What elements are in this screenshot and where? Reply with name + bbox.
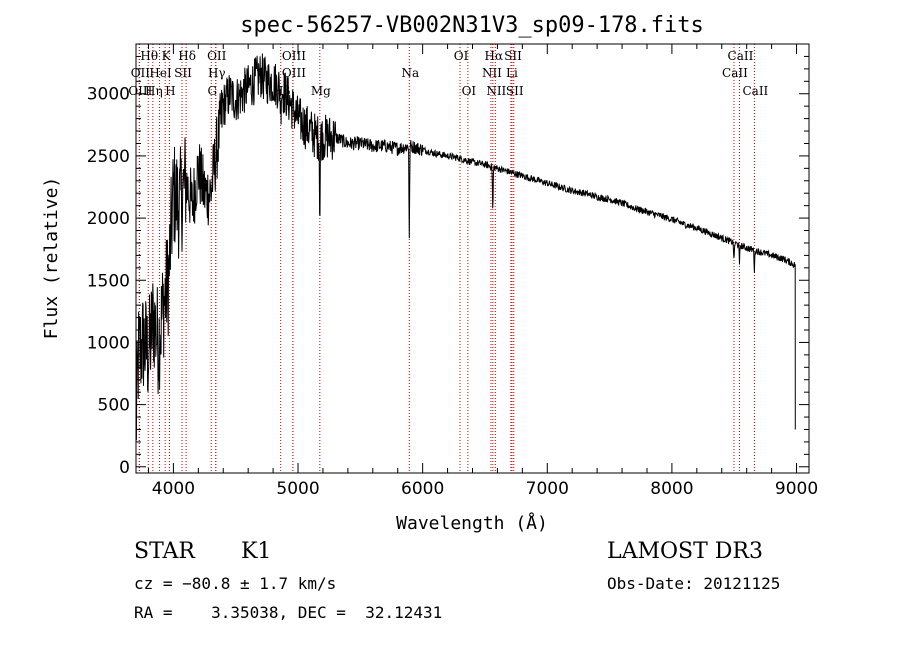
coordinates: RA = 3.35038, DEC = 32.12431 (134, 603, 443, 622)
y-tick-label: 1500 (87, 271, 130, 291)
x-tick-label: 5000 (276, 479, 319, 499)
line-label-6: Hα (485, 49, 504, 63)
line-label-10: HeI (149, 66, 172, 80)
line-label-23: Mg (311, 84, 331, 98)
y-axis-label: Flux (relative) (41, 177, 62, 340)
line-label-17: CaII (722, 66, 748, 80)
line-label-4: OIII (282, 49, 306, 63)
x-tick-label: 8000 (650, 479, 693, 499)
x-tick-label: 4000 (152, 479, 195, 499)
line-label-26: SII (506, 84, 524, 98)
chart-title: spec-56257-VB002N31V3_sp09-178.fits (240, 13, 704, 38)
y-tick-label: 3000 (87, 85, 130, 105)
line-label-19: Hη (145, 84, 163, 98)
y-tick-label: 0 (119, 458, 130, 478)
x-axis-label: Wavelength (Å) (396, 512, 548, 534)
line-label-21: G (207, 84, 217, 98)
x-tick-label: 7000 (526, 479, 569, 499)
line-label-11: SII (174, 66, 192, 80)
y-tick-label: 2500 (87, 147, 130, 167)
y-tick-label: 1000 (87, 333, 130, 353)
line-label-2: Hδ (178, 49, 196, 63)
spectral-line-markers (138, 44, 755, 473)
line-label-18: OIII (128, 84, 152, 98)
observation-date: Obs-Date: 20121125 (607, 574, 781, 593)
line-label-1: K (162, 49, 172, 63)
line-label-22: Hβ (273, 84, 290, 98)
redshift-velocity: cz = −80.8 ± 1.7 km/s (134, 574, 337, 593)
x-tick-label: 9000 (775, 479, 818, 499)
line-label-12: Hγ (208, 66, 226, 80)
axis-tick-labels: 4000 5000 6000 7000 8000 9000 0 500 1000 1500 2000… (87, 85, 818, 499)
line-label-3: OII (207, 49, 227, 63)
axis-ticks (136, 43, 809, 473)
line-label-8: CaII (728, 49, 754, 63)
object-subclass: K1 (241, 539, 272, 564)
line-label-16: Li (506, 66, 518, 80)
survey-name: LAMOST DR3 (607, 539, 763, 564)
line-label-14: Na (401, 66, 419, 80)
line-label-7: SII (504, 49, 522, 63)
line-label-5: OI (454, 49, 469, 63)
line-label-25: NII (486, 84, 506, 98)
object-class: STAR (134, 539, 195, 564)
y-tick-label: 500 (98, 396, 130, 416)
line-label-27: CaII (742, 84, 768, 98)
line-label-13: OIII (282, 66, 306, 80)
line-label-9: OII (131, 66, 151, 80)
spectrum-line (135, 53, 796, 441)
line-label-15: NII (482, 66, 502, 80)
line-label-20: H (165, 84, 175, 98)
line-label-0: Hθ (140, 49, 158, 63)
x-tick-label: 6000 (401, 479, 444, 499)
y-tick-label: 2000 (87, 209, 130, 229)
line-label-24: OI (462, 84, 477, 98)
